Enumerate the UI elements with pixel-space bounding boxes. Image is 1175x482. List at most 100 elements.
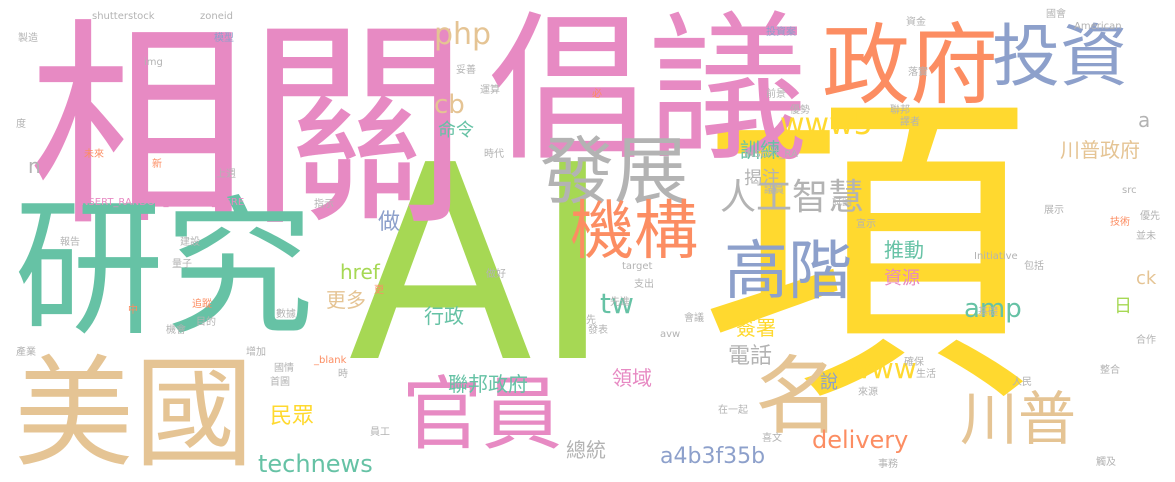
word-88: 追蹤 <box>192 299 212 310</box>
word-75: 報告 <box>60 237 80 248</box>
word-82: 優先 <box>1140 211 1160 222</box>
word-71: 議員 <box>764 185 784 196</box>
word-22: delivery <box>812 426 909 454</box>
word-85: 做好 <box>486 269 506 280</box>
word-43: ck <box>1136 268 1157 289</box>
word-13: 名 <box>755 348 841 447</box>
word-47: zoneid <box>200 11 233 22</box>
word-49: 製造 <box>18 33 38 44</box>
word-45: n <box>28 154 41 178</box>
word-103: _blank <box>314 355 347 366</box>
word-59: 前景 <box>766 89 786 100</box>
word-73: src <box>1122 185 1137 196</box>
word-9: 發展 <box>540 129 688 215</box>
word-14: 川普 <box>960 385 1077 453</box>
word-100: 產業 <box>16 347 36 358</box>
word-28: 做 <box>378 210 401 235</box>
word-10: 機構 <box>570 195 698 269</box>
word-35: 簽署 <box>736 316 776 340</box>
word-111: 來源 <box>858 387 878 398</box>
word-2: 項 <box>700 63 1030 447</box>
word-98: 發表 <box>588 325 608 336</box>
word-33: 資源 <box>884 268 920 289</box>
word-79: Initiative <box>974 251 1018 262</box>
word-20: amp <box>964 294 1022 324</box>
word-97: 數據 <box>276 309 296 320</box>
word-112: 員工 <box>370 427 390 438</box>
word-102: 國情 <box>274 363 294 374</box>
word-50: 模型 <box>214 33 234 44</box>
word-6: 美國 <box>14 345 254 482</box>
word-17: php <box>434 17 492 52</box>
word-40: 總統 <box>566 438 606 462</box>
word-84: 量子 <box>172 259 192 270</box>
word-57: 運算 <box>480 85 500 96</box>
word-95: 機會 <box>166 325 186 336</box>
word-61: 聯邦 <box>890 105 910 116</box>
word-60: 優勢 <box>790 105 810 116</box>
word-104: 確保 <box>904 357 924 368</box>
word-5: 研究 <box>14 183 315 357</box>
word-77: 宣示 <box>856 219 876 230</box>
word-42: a <box>1138 108 1151 132</box>
word-16: www5 <box>780 107 873 142</box>
word-53: 國會 <box>1046 9 1066 20</box>
word-52: 資金 <box>906 17 926 28</box>
word-115: 觸及 <box>1096 457 1116 468</box>
word-29: 命令 <box>438 120 474 141</box>
word-107: 生活 <box>916 369 936 380</box>
word-89: 更 <box>374 285 384 296</box>
word-83: 並未 <box>1136 231 1156 242</box>
word-105: 首圖 <box>270 377 290 388</box>
word-38: 聯邦政府 <box>448 372 528 396</box>
word-19: tw <box>600 287 634 320</box>
word-99: 合作 <box>1136 335 1156 346</box>
word-70: 指示 <box>314 199 334 210</box>
word-106: 時 <box>338 369 348 380</box>
word-37: 說 <box>820 372 838 393</box>
word-93: avw <box>660 329 681 340</box>
word-78: target <box>622 261 653 272</box>
word-114: 喜文 <box>762 433 782 444</box>
word-63: 度 <box>16 119 26 130</box>
word-62: 譯者 <box>900 117 920 128</box>
word-101: 增加 <box>246 347 266 358</box>
word-74: 展示 <box>1044 205 1064 216</box>
word-86: 支出 <box>634 279 654 290</box>
word-4: 倡議 <box>488 0 809 183</box>
word-92: 會議 <box>684 313 704 324</box>
word-87: 中 <box>128 305 138 316</box>
word-91: 先 <box>586 315 596 326</box>
word-12: 高階 <box>724 235 852 309</box>
word-66: 上週 <box>216 169 236 180</box>
word-76: 建設 <box>180 237 200 248</box>
word-96: 目的 <box>196 317 216 328</box>
word-81: 技術 <box>1110 217 1130 228</box>
word-21: www <box>848 352 917 385</box>
word-69: INSERT_RANDOM_NUMBER_HERE <box>78 197 245 208</box>
word-44: 日 <box>1114 296 1132 317</box>
word-56: 妥善 <box>456 65 476 76</box>
word-94: 基礎 <box>978 307 998 318</box>
word-3: 相關 <box>28 0 469 256</box>
word-25: href <box>340 260 380 284</box>
word-8: 投資 <box>992 18 1129 97</box>
word-41: 川普政府 <box>1060 138 1140 162</box>
word-48: img <box>144 57 163 68</box>
word-1: AI <box>348 107 613 422</box>
word-36: 電話 <box>728 344 773 369</box>
word-15: 人工智慧 <box>720 177 865 218</box>
word-23: technews <box>258 450 373 478</box>
word-34: 行政 <box>424 304 464 328</box>
word-30: 訓練 <box>740 138 780 162</box>
word-27: 民眾 <box>270 404 315 429</box>
word-32: 推動 <box>884 238 924 262</box>
word-68: INSERT_RA <box>744 149 798 160</box>
word-72: 試圖 <box>832 197 852 208</box>
word-110: 在一起 <box>718 405 748 416</box>
word-24: a4b3f35b <box>660 444 766 469</box>
word-55: 落實 <box>908 67 928 78</box>
word-90: 先進 <box>610 297 630 308</box>
word-109: 整合 <box>1100 365 1120 376</box>
